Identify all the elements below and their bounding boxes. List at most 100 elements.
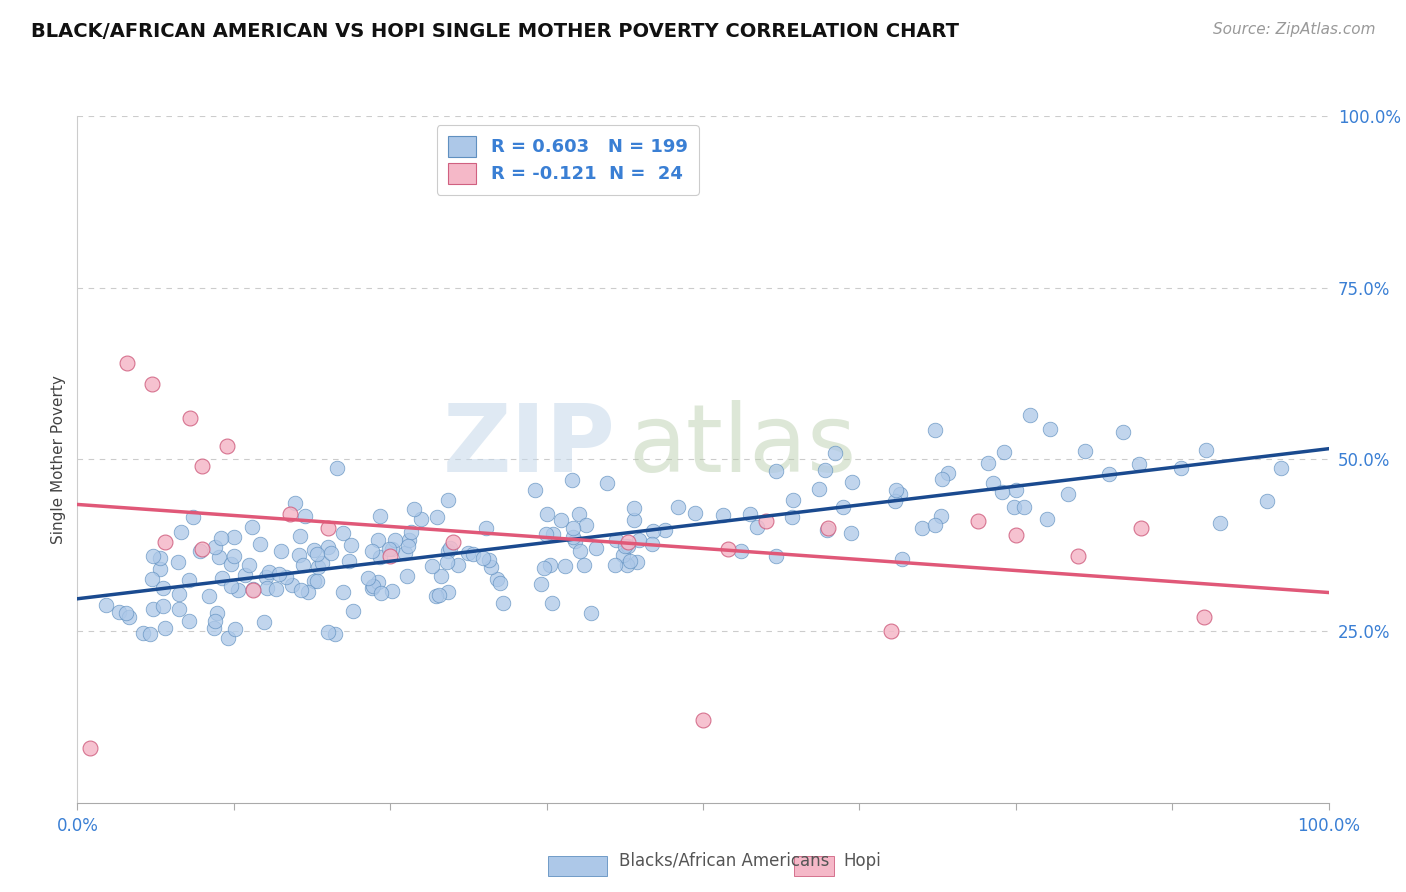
- Point: [817, 521, 839, 535]
- Point: [177, 615, 200, 629]
- Point: [211, 571, 233, 585]
- Point: [325, 627, 347, 641]
- Point: [117, 609, 139, 624]
- Point: [292, 558, 315, 572]
- Point: [626, 555, 648, 569]
- Point: [540, 596, 562, 610]
- Point: [782, 493, 804, 508]
- Point: [141, 376, 163, 391]
- Point: [378, 542, 401, 557]
- Point: [153, 534, 176, 549]
- Point: [256, 582, 278, 596]
- Point: [538, 558, 561, 573]
- Point: [316, 541, 339, 555]
- Point: [1130, 521, 1153, 535]
- Point: [1057, 487, 1080, 501]
- Point: [361, 581, 384, 595]
- Point: [207, 606, 229, 620]
- Point: [929, 508, 952, 523]
- Point: [179, 411, 201, 425]
- Point: [367, 533, 389, 547]
- Point: [222, 531, 245, 545]
- Text: atlas: atlas: [628, 400, 856, 491]
- Point: [1002, 500, 1025, 514]
- Point: [568, 544, 591, 558]
- Point: [370, 550, 392, 565]
- Legend: R = 0.603   N = 199, R = -0.121  N =  24: R = 0.603 N = 199, R = -0.121 N = 24: [437, 125, 699, 194]
- Point: [616, 558, 638, 572]
- Point: [368, 509, 391, 524]
- Point: [617, 534, 640, 549]
- Point: [429, 568, 451, 582]
- Point: [1170, 461, 1192, 475]
- Point: [370, 586, 392, 600]
- Point: [167, 587, 190, 601]
- Point: [191, 541, 214, 556]
- Point: [202, 621, 225, 635]
- Point: [1005, 528, 1028, 542]
- Point: [562, 530, 585, 544]
- Point: [605, 558, 627, 572]
- Text: Source: ZipAtlas.com: Source: ZipAtlas.com: [1212, 22, 1375, 37]
- Point: [411, 512, 433, 526]
- Point: [536, 507, 558, 521]
- Point: [841, 526, 863, 541]
- Point: [152, 581, 174, 595]
- Point: [441, 534, 464, 549]
- Point: [311, 556, 333, 570]
- Text: Hopi: Hopi: [844, 852, 882, 870]
- Point: [564, 534, 586, 549]
- Point: [616, 539, 638, 553]
- Point: [361, 544, 384, 558]
- Point: [217, 439, 239, 453]
- Point: [991, 484, 1014, 499]
- Point: [815, 523, 838, 537]
- Point: [152, 599, 174, 613]
- Point: [426, 510, 449, 524]
- Point: [628, 533, 651, 547]
- Point: [765, 464, 787, 478]
- Point: [141, 572, 163, 586]
- Point: [302, 574, 325, 588]
- Point: [579, 606, 602, 620]
- Point: [641, 524, 664, 538]
- Point: [398, 533, 420, 547]
- Point: [181, 510, 204, 524]
- Point: [474, 520, 496, 534]
- Point: [1004, 483, 1026, 497]
- Point: [612, 548, 634, 562]
- Point: [242, 582, 264, 597]
- Point: [221, 579, 243, 593]
- Point: [1128, 458, 1150, 472]
- Point: [485, 572, 508, 586]
- Point: [139, 626, 162, 640]
- Point: [1019, 408, 1042, 422]
- Point: [1074, 444, 1097, 458]
- Point: [967, 514, 990, 528]
- Point: [305, 548, 328, 562]
- Point: [170, 524, 193, 539]
- Point: [238, 558, 260, 573]
- Point: [115, 606, 138, 620]
- Point: [568, 507, 591, 521]
- Point: [683, 506, 706, 520]
- Point: [585, 541, 607, 556]
- Point: [924, 423, 946, 437]
- Point: [931, 473, 953, 487]
- Point: [841, 475, 863, 490]
- Point: [204, 540, 226, 554]
- Point: [326, 460, 349, 475]
- Point: [402, 502, 425, 516]
- Point: [666, 500, 689, 514]
- Text: ZIP: ZIP: [443, 400, 616, 491]
- Point: [543, 527, 565, 541]
- Point: [361, 579, 384, 593]
- Point: [276, 569, 298, 583]
- Point: [619, 554, 641, 568]
- Point: [1039, 422, 1062, 436]
- Point: [886, 483, 908, 497]
- Point: [332, 584, 354, 599]
- Point: [288, 528, 311, 542]
- Point: [257, 565, 280, 579]
- Point: [153, 621, 176, 635]
